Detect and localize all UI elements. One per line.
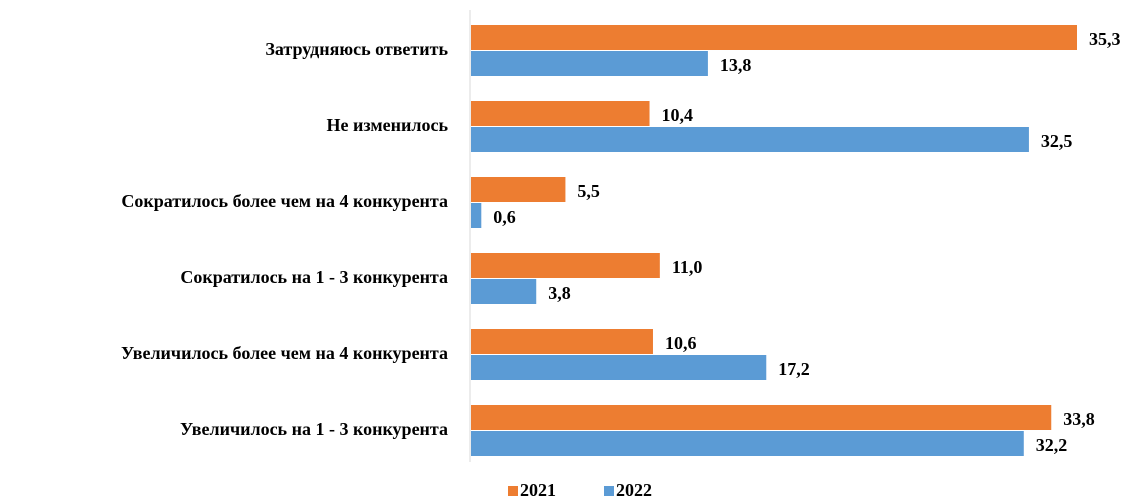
bar [471,355,767,380]
category-label: Сократилось более чем на 4 конкурента [121,191,448,211]
bar [471,203,482,228]
value-label: 0,6 [493,207,516,227]
legend-swatch [508,486,518,496]
bar [471,405,1052,430]
bar [471,431,1024,456]
bar [471,253,660,278]
value-label: 11,0 [672,257,703,277]
bar [471,51,708,76]
value-label: 3,8 [548,283,571,303]
legend-label: 2022 [616,480,652,500]
bar [471,279,537,304]
value-label: 5,5 [577,181,600,201]
value-label: 13,8 [720,55,752,75]
value-label: 35,3 [1089,29,1121,49]
bar [471,329,653,354]
bar [471,177,566,202]
bar [471,25,1077,50]
category-label: Увеличилось более чем на 4 конкурента [121,343,448,363]
legend-swatch [604,486,614,496]
category-label: Сократилось на 1 - 3 конкурента [180,267,448,287]
bar [471,127,1029,152]
value-label: 10,4 [662,105,694,125]
value-label: 32,5 [1041,131,1073,151]
category-label: Затрудняюсь ответить [265,39,448,59]
value-label: 33,8 [1063,409,1095,429]
value-label: 32,2 [1036,435,1068,455]
value-label: 17,2 [778,359,810,379]
category-label: Увеличилось на 1 - 3 конкурента [180,419,448,439]
legend-label: 2021 [520,480,556,500]
category-label: Не изменилось [327,115,449,135]
value-label: 10,6 [665,333,697,353]
bar [471,101,650,126]
